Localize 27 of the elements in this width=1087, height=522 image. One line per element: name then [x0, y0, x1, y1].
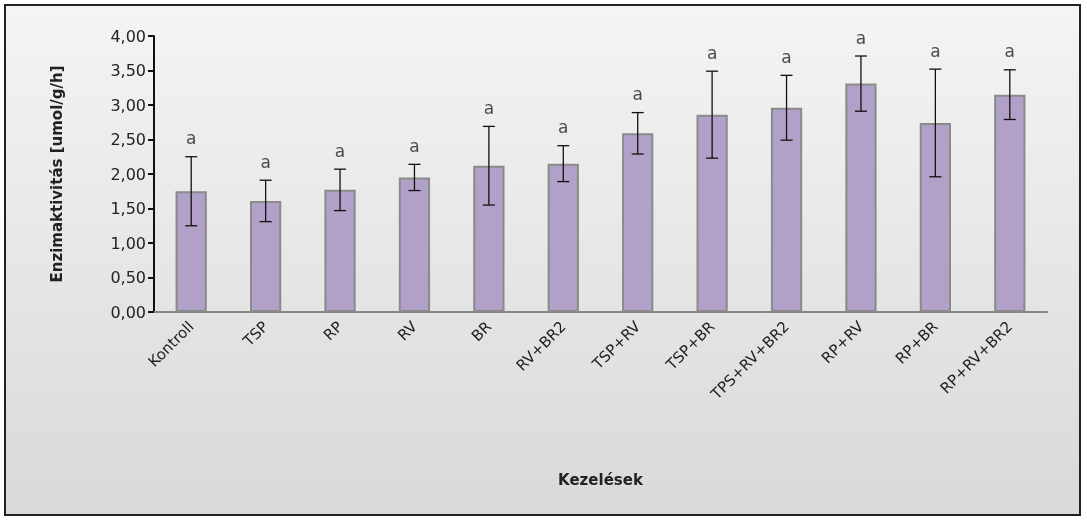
- annotation: a: [706, 42, 718, 63]
- y-tick-label: 1,00: [110, 233, 146, 253]
- annotation: a: [855, 27, 867, 48]
- annotation: a: [334, 140, 346, 161]
- y-axis-title: Enzimaktivitás [umol/g/h]: [47, 65, 66, 283]
- y-tick-label: 3,50: [110, 61, 146, 80]
- annotation: a: [483, 97, 495, 118]
- y-tick-label: 4,00: [110, 26, 146, 46]
- y-tick-label: 0,50: [110, 268, 146, 287]
- x-tick-label: TSP: [238, 317, 272, 351]
- annotation: a: [781, 46, 792, 67]
- y-tick-label: 3,00: [110, 95, 146, 115]
- annotation: a: [632, 84, 643, 105]
- y-tick-label: 0,00: [110, 302, 146, 322]
- annotation: a: [930, 40, 941, 61]
- y-tick-label: 2,50: [110, 130, 146, 149]
- x-tick-label: RV: [394, 317, 422, 345]
- x-axis-title: Kezelések: [558, 470, 644, 489]
- annotation: a: [1004, 41, 1015, 62]
- annotation: a: [186, 128, 197, 149]
- annotation: a: [409, 135, 420, 156]
- annotation: a: [260, 151, 271, 172]
- x-tick-label: RP: [319, 317, 347, 345]
- x-tick-label: BR: [467, 317, 496, 345]
- annotation: a: [558, 117, 569, 138]
- y-tick-label: 1,50: [110, 199, 146, 218]
- y-tick-label: 2,00: [110, 164, 146, 184]
